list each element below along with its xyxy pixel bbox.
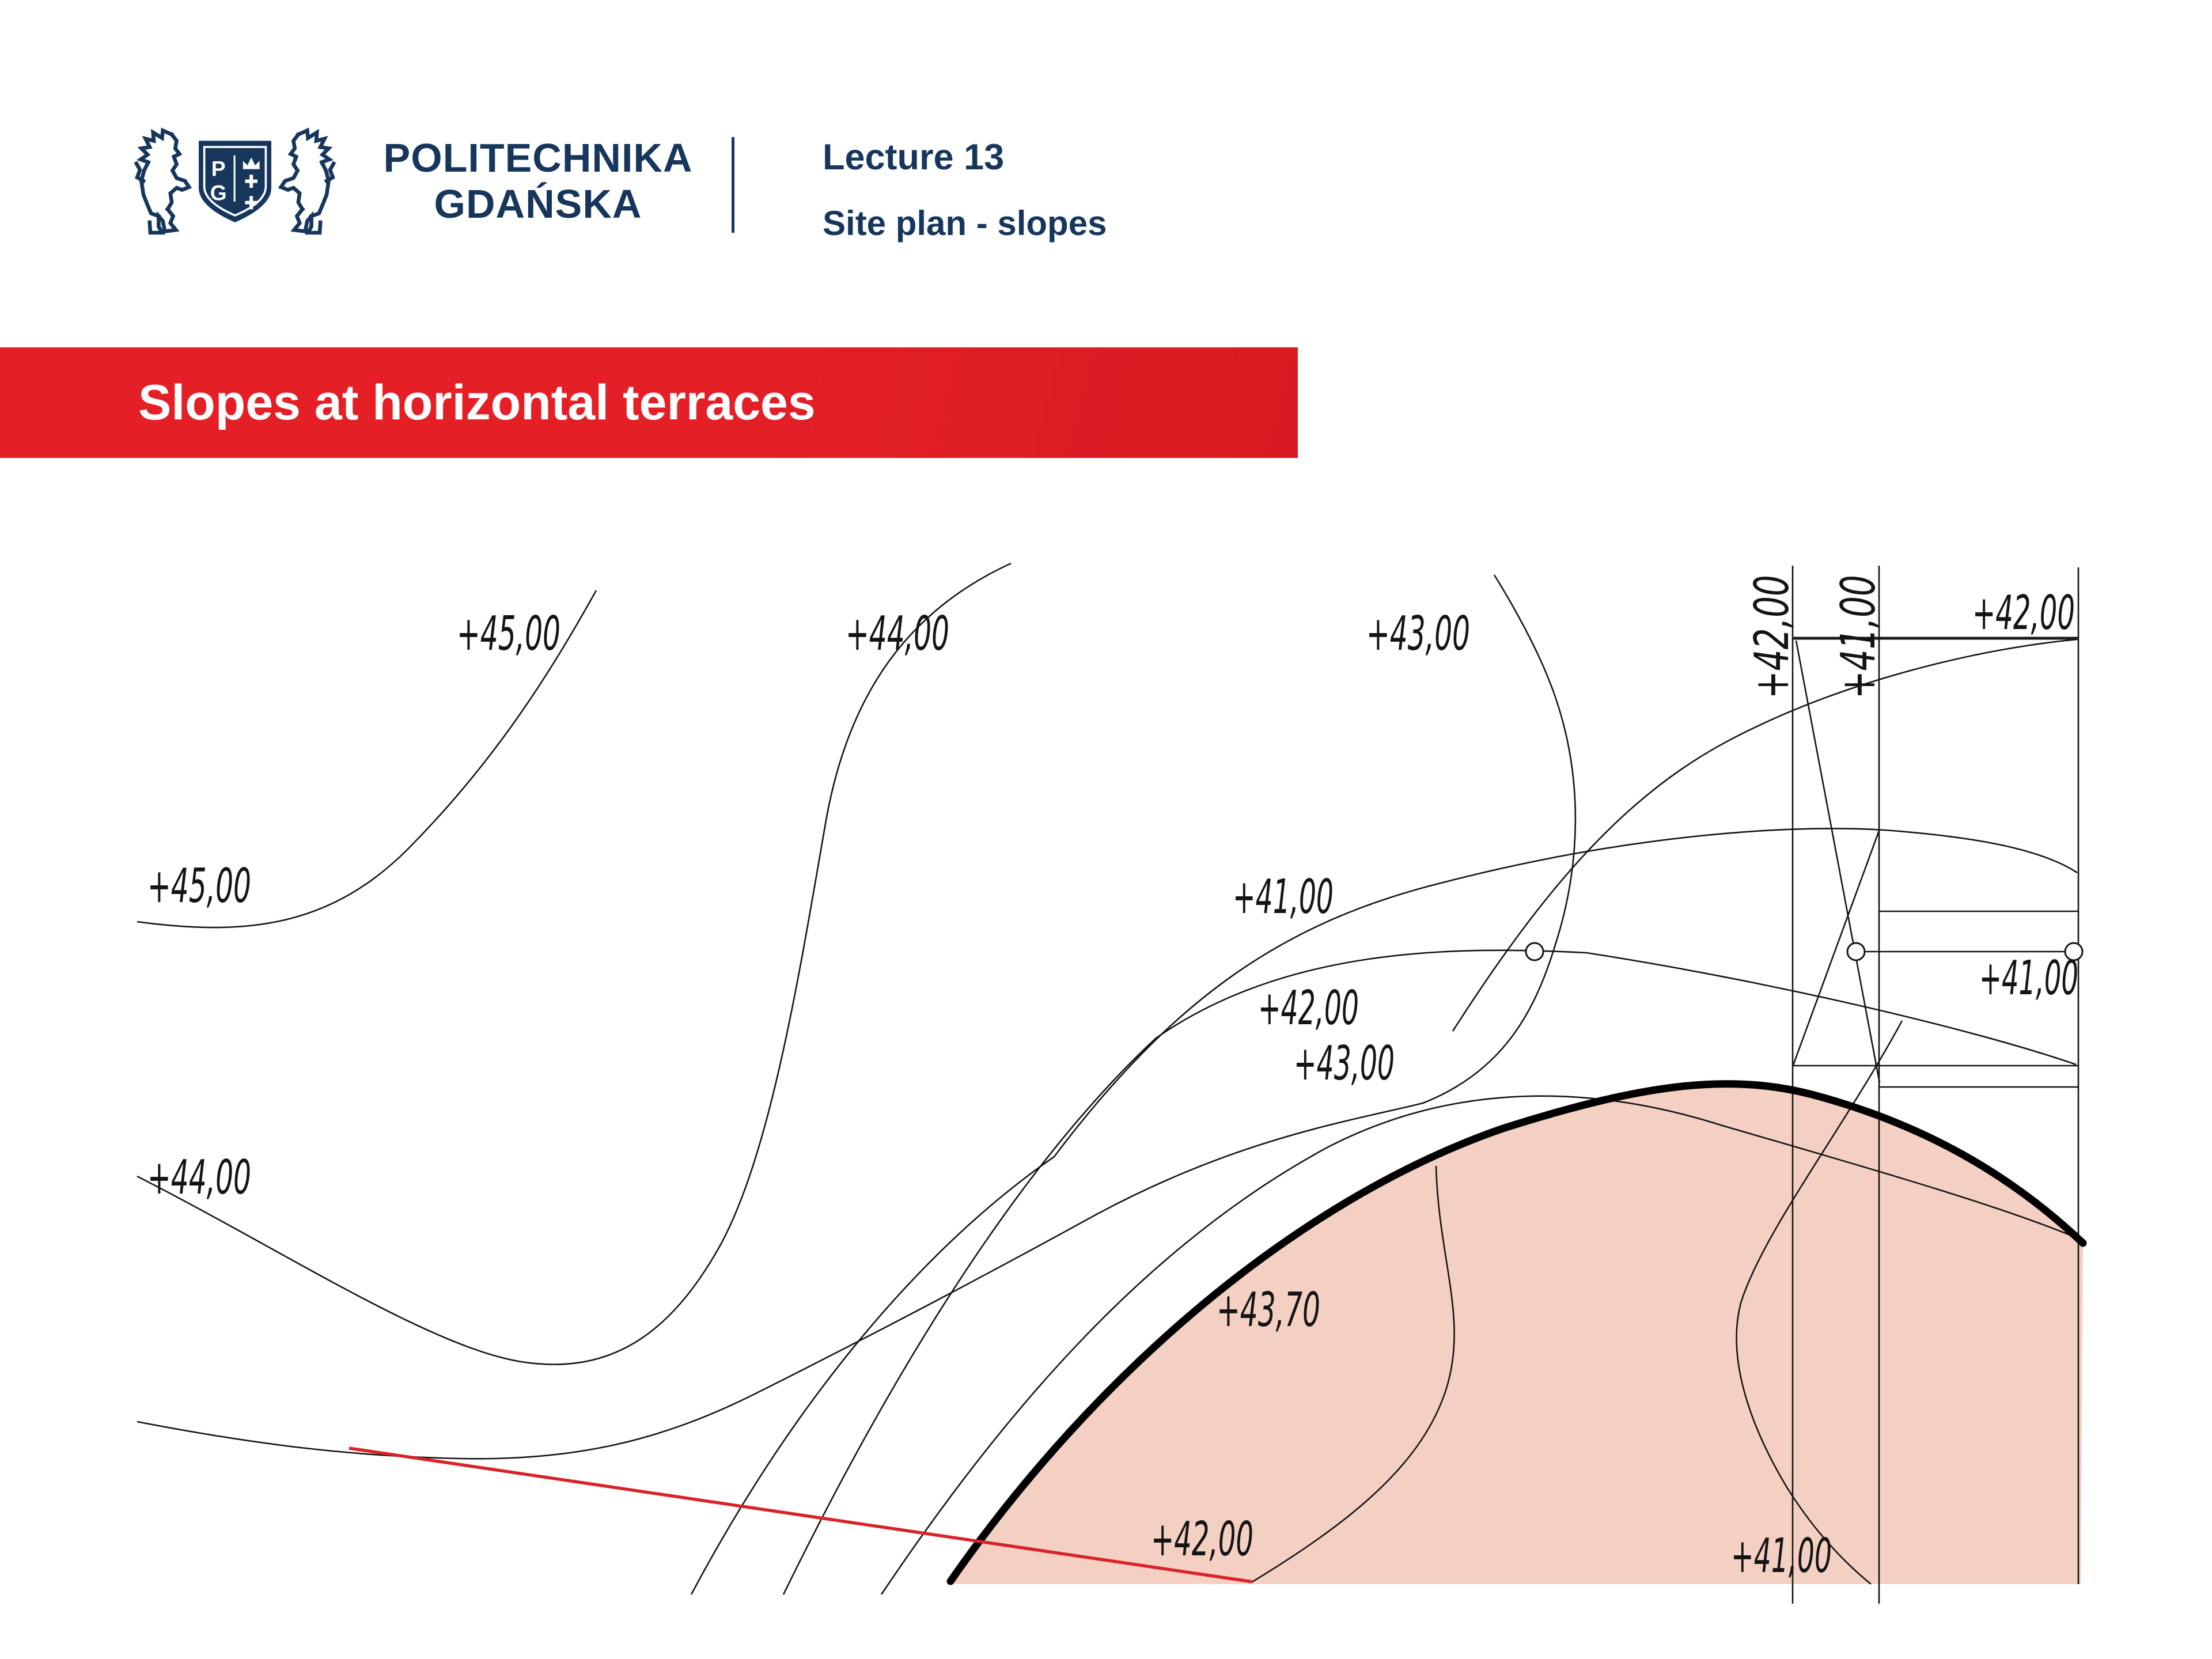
contour-line-43 [137,574,1577,1460]
terrace-inner-curve-42 [1252,1165,1455,1583]
node-circle [1525,942,1544,961]
lecture-topic: Site plan - slopes [823,204,1107,243]
logo-letter-p: P [211,157,226,181]
slope-line [349,1446,1253,1584]
elevation-label-left-45: +45,00 [147,859,251,914]
crown-icon [243,157,260,169]
elevation-label-bottom-41: +41,00 [1731,1529,1832,1584]
terrace-arc-42 [782,949,2077,1595]
terrace-slope-diagonal-1 [1795,640,1881,1084]
elevation-label-mid-43: +43,00 [1294,1036,1395,1091]
node-circle [1846,942,1866,961]
university-name-line1: POLITECHNIKA [383,135,693,180]
elevation-label-left-44: +44,00 [147,1150,251,1205]
university-name: POLITECHNIKA GDAŃSKA [362,135,714,227]
lion-icon [134,127,192,235]
shield-icon: P G [199,141,271,222]
university-name-line2: GDAŃSKA [434,181,642,226]
cross-icon [245,175,257,188]
elevation-label-top-44: +44,00 [846,607,949,661]
elevation-label-right-41: +41,00 [1979,951,2078,1006]
elevation-label-column-41: +41,00 [1831,575,1886,699]
node-circle [2064,942,2084,961]
terrace-arc-43 [880,1095,2081,1595]
elevation-label-bottom-42: +42,00 [1151,1512,1253,1567]
elevation-label-top-right-42: +42,00 [1972,586,2075,641]
terrace-inner-curve-41 [1736,1020,1903,1585]
contour-line-45 [137,590,597,929]
terrace-area [950,1084,2083,1584]
elevation-label-mid-41: +41,00 [1233,870,1334,925]
elevation-label-column-42: +42,00 [1745,575,1800,699]
contour-lines [137,562,2081,1604]
logo-letter-g: G [210,181,227,205]
elevation-label-mid-42: +42,00 [1258,981,1359,1036]
terrace-edge-arc [946,1080,2087,1585]
node-circles [1525,942,2084,961]
contour-line-42-upper [1452,638,2078,1032]
university-logo: P G [134,127,336,235]
terrace-arc-41 [690,828,2078,1595]
section-banner: Slopes at horizontal terraces [0,347,1298,458]
lion-icon [278,127,336,235]
elevation-label-terrace-4370: +43,70 [1217,1283,1320,1338]
cross-icon [245,196,257,210]
section-title: Slopes at horizontal terraces [138,374,816,430]
elevation-label-top-43: +43,00 [1366,607,1470,661]
terrace-slope-diagonal-2 [1792,830,1880,1066]
lecture-label: Lecture 13 [823,137,1005,177]
elevation-label-top-45: +45,00 [457,607,560,661]
contour-line-44 [137,562,1012,1365]
header-divider [732,137,734,233]
